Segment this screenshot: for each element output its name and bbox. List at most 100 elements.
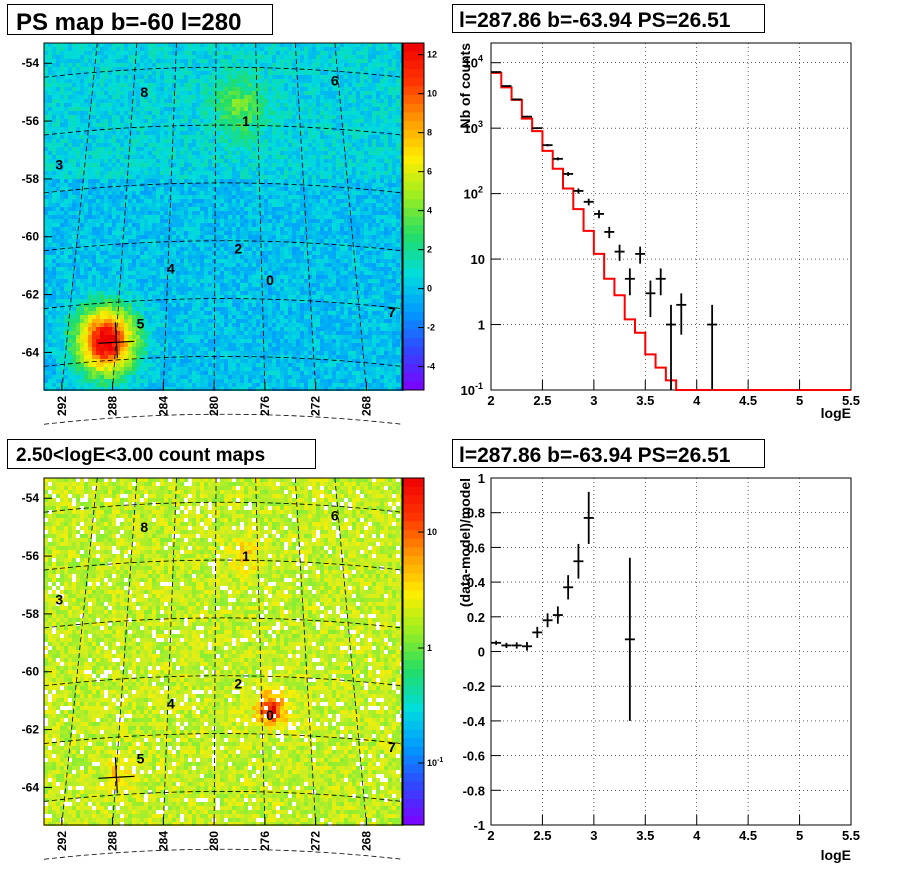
ps-pixel (100, 235, 104, 239)
ps-pixel (360, 123, 364, 127)
ps-pixel (304, 111, 308, 115)
ps-pixel (368, 167, 372, 171)
ps-pixel (208, 215, 212, 219)
ps-pixel (200, 159, 204, 163)
ps-pixel (228, 107, 232, 111)
ps-pixel (112, 135, 116, 139)
ps-pixel (88, 127, 92, 131)
ps-pixel (128, 259, 132, 263)
ps-pixel (312, 59, 316, 63)
ps-pixel (220, 135, 224, 139)
ps-pixel (76, 51, 80, 55)
ps-pixel (164, 123, 168, 127)
ps-pixel (356, 159, 360, 163)
ps-pixel (112, 47, 116, 51)
ps-pixel (252, 171, 256, 175)
ps-pixel (104, 115, 108, 119)
ps-pixel (100, 203, 104, 207)
ps-pixel (368, 67, 372, 71)
ps-pixel (84, 195, 88, 199)
ps-pixel (72, 239, 76, 243)
ps-pixel (348, 143, 352, 147)
ps-pixel (320, 183, 324, 187)
ps-pixel (92, 207, 96, 211)
ps-pixel (176, 255, 180, 259)
ps-pixel (108, 167, 112, 171)
ps-pixel (108, 223, 112, 227)
ps-pixel (116, 175, 120, 179)
ps-pixel (376, 71, 380, 75)
ps-pixel (176, 211, 180, 215)
ps-pixel (252, 147, 256, 151)
ps-pixel (324, 63, 328, 67)
ps-pixel (184, 55, 188, 59)
ps-pixel (120, 227, 124, 231)
ps-pixel (124, 159, 128, 163)
ps-pixel (260, 243, 264, 247)
ps-pixel (172, 87, 176, 91)
ps-pixel (176, 95, 180, 99)
ps-pixel (264, 111, 268, 115)
ps-pixel (124, 119, 128, 123)
ps-pixel (272, 175, 276, 179)
ps-pixel (104, 107, 108, 111)
ps-pixel (60, 67, 64, 71)
ps-pixel (124, 47, 128, 51)
ps-pixel (88, 195, 92, 199)
ps-pixel (376, 207, 380, 211)
ps-pixel (52, 111, 56, 115)
ps-pixel (368, 63, 372, 67)
ps-pixel (112, 191, 116, 195)
ps-pixel (308, 259, 312, 263)
ps-pixel (124, 179, 128, 183)
ps-pixel (196, 163, 200, 167)
ps-pixel (244, 75, 248, 79)
ps-pixel (124, 191, 128, 195)
ps-pixel (156, 147, 160, 151)
ps-pixel (208, 207, 212, 211)
ps-pixel (236, 95, 240, 99)
ps-pixel (72, 55, 76, 59)
ps-pixel (256, 127, 260, 131)
ps-pixel (64, 207, 68, 211)
ps-pixel (320, 43, 324, 47)
ps-pixel (100, 191, 104, 195)
ps-pixel (160, 147, 164, 151)
ps-pixel (288, 259, 292, 263)
ps-pixel (288, 99, 292, 103)
ps-pixel (124, 219, 128, 223)
ps-pixel (236, 155, 240, 159)
ps-pixel (88, 199, 92, 203)
ps-pixel (372, 199, 376, 203)
ps-pixel (348, 139, 352, 143)
ps-pixel (324, 75, 328, 79)
ps-pixel (248, 107, 252, 111)
ps-pixel (320, 235, 324, 239)
ps-pixel (296, 239, 300, 243)
ps-pixel (200, 251, 204, 255)
ps-pixel (200, 167, 204, 171)
ps-pixel (264, 207, 268, 211)
ps-pixel (140, 235, 144, 239)
ps-pixel (260, 219, 264, 223)
ps-pixel (336, 223, 340, 227)
ps-pixel (312, 95, 316, 99)
ps-pixel (64, 99, 68, 103)
ps-pixel (304, 243, 308, 247)
ps-pixel (260, 231, 264, 235)
ps-pixel (132, 75, 136, 79)
ps-pixel (104, 207, 108, 211)
ps-pixel (216, 203, 220, 207)
ps-pixel (384, 127, 388, 131)
ps-pixel (384, 191, 388, 195)
ps-pixel (180, 135, 184, 139)
ps-pixel (312, 75, 316, 79)
ps-pixel (184, 47, 188, 51)
ps-pixel (196, 127, 200, 131)
ps-pixel (292, 175, 296, 179)
ps-pixel (168, 179, 172, 183)
ps-pixel (64, 247, 68, 251)
ps-pixel (356, 47, 360, 51)
ps-pixel (236, 251, 240, 255)
ps-pixel (96, 123, 100, 127)
